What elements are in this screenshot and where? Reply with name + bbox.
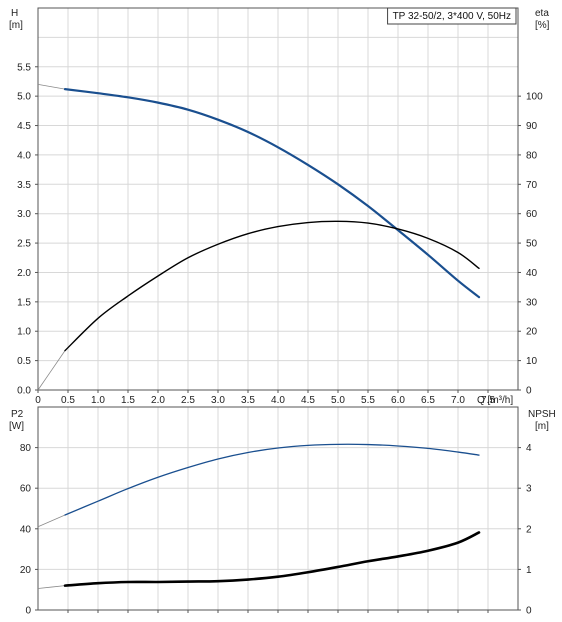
head-tick-label: 2.5 (17, 239, 31, 250)
head-axis-title: H (11, 8, 18, 19)
power-axis-unit: [W] (9, 421, 24, 432)
npsh-tick-label: 0 (526, 606, 532, 617)
h-extrapolated-line (37, 84, 66, 90)
flow-tick-label: 7.5 (481, 395, 495, 406)
flow-tick-label: 6.5 (421, 395, 435, 406)
npsh-extrapolated-line (37, 585, 66, 589)
efficiency-axis-unit: [%] (535, 20, 550, 31)
power-npsh-chart: 0 20 40 60 80 0 1 2 3 4 P2 [W] NPSH [m] (9, 406, 556, 617)
top-series (37, 84, 481, 391)
flow-tick-label: 7.0 (451, 395, 465, 406)
efficiency-tick-label: 30 (526, 297, 538, 308)
npsh-axis-title: NPSH (528, 409, 556, 420)
power-tick-label: 80 (20, 443, 32, 454)
flow-tick-label: 0.5 (61, 395, 75, 406)
flow-tick-label: 5.5 (361, 395, 375, 406)
power-tick-label: 60 (20, 484, 32, 495)
npsh-tick-label: 3 (526, 484, 532, 495)
p2-extrapolated-line (37, 514, 66, 528)
npsh-axis-unit: [m] (535, 421, 549, 432)
efficiency-tick-label: 60 (526, 209, 538, 220)
eta-series-line (64, 220, 480, 352)
head-tick-label: 0.0 (17, 386, 31, 397)
head-tick-label: 2.0 (17, 268, 31, 279)
power-tick-label: 20 (20, 565, 32, 576)
flow-tick-label: 3.5 (241, 395, 255, 406)
flow-tick-label: 2.5 (181, 395, 195, 406)
npsh-tick-label: 2 (526, 524, 532, 535)
bottom-series (37, 443, 481, 589)
head-tick-label: 1.0 (17, 327, 31, 338)
efficiency-tick-label: 20 (526, 327, 538, 338)
eta-extrapolated-line (37, 350, 66, 391)
flow-tick-label: 1.0 (91, 395, 105, 406)
head-tick-label: 5.5 (17, 62, 31, 73)
power-axis-title: P2 (11, 409, 24, 420)
flow-tick-label: 4.5 (301, 395, 315, 406)
flow-tick-label: 5.0 (331, 395, 345, 406)
head-tick-label: 5.0 (17, 92, 31, 103)
efficiency-axis-title: eta (535, 8, 549, 19)
efficiency-tick-label: 10 (526, 356, 538, 367)
efficiency-tick-label: 40 (526, 268, 538, 279)
top-ticks: 0.0 0.5 1.0 1.5 2.0 2.5 3.0 3.5 4.0 4.5 5.0 5.5 0 10 2… (17, 62, 543, 406)
head-tick-label: 4.5 (17, 121, 31, 132)
efficiency-tick-label: 0 (526, 386, 532, 397)
flow-tick-label: 2.0 (151, 395, 165, 406)
head-tick-label: 3.5 (17, 180, 31, 191)
efficiency-tick-label: 90 (526, 121, 538, 132)
pump-model-label: TP 32-50/2, 3*400 V, 50Hz (393, 11, 511, 22)
head-tick-label: 3.0 (17, 209, 31, 220)
efficiency-tick-label: 80 (526, 150, 538, 161)
flow-tick-label: 4.0 (271, 395, 285, 406)
power-tick-label: 40 (20, 524, 32, 535)
efficiency-tick-label: 100 (526, 92, 543, 103)
flow-tick-label: 3.0 (211, 395, 225, 406)
legend-box (387, 7, 517, 25)
flow-tick-label: 6.0 (391, 395, 405, 406)
bottom-ticks: 0 20 40 60 80 0 1 2 3 4 (20, 443, 532, 616)
head-tick-label: 1.5 (17, 297, 31, 308)
head-efficiency-chart: 0.0 0.5 1.0 1.5 2.0 2.5 3.0 3.5 4.0 4.5 5.0 5.5 0 10 2… (9, 7, 550, 406)
head-axis-unit: [m] (9, 20, 23, 31)
flow-axis-title: Q [m³/h] (477, 395, 513, 406)
npsh-series-line (63, 531, 481, 587)
head-tick-label: 0.5 (17, 356, 31, 367)
flow-tick-label: 1.5 (121, 395, 135, 406)
h-series-line (63, 88, 481, 299)
efficiency-tick-label: 50 (526, 239, 538, 250)
npsh-tick-label: 1 (526, 565, 532, 576)
flow-tick-label: 0 (35, 395, 41, 406)
head-tick-label: 4.0 (17, 150, 31, 161)
power-tick-label: 0 (25, 606, 31, 617)
p2-series-line (64, 443, 480, 516)
efficiency-tick-label: 70 (526, 180, 538, 191)
npsh-tick-label: 4 (526, 443, 532, 454)
